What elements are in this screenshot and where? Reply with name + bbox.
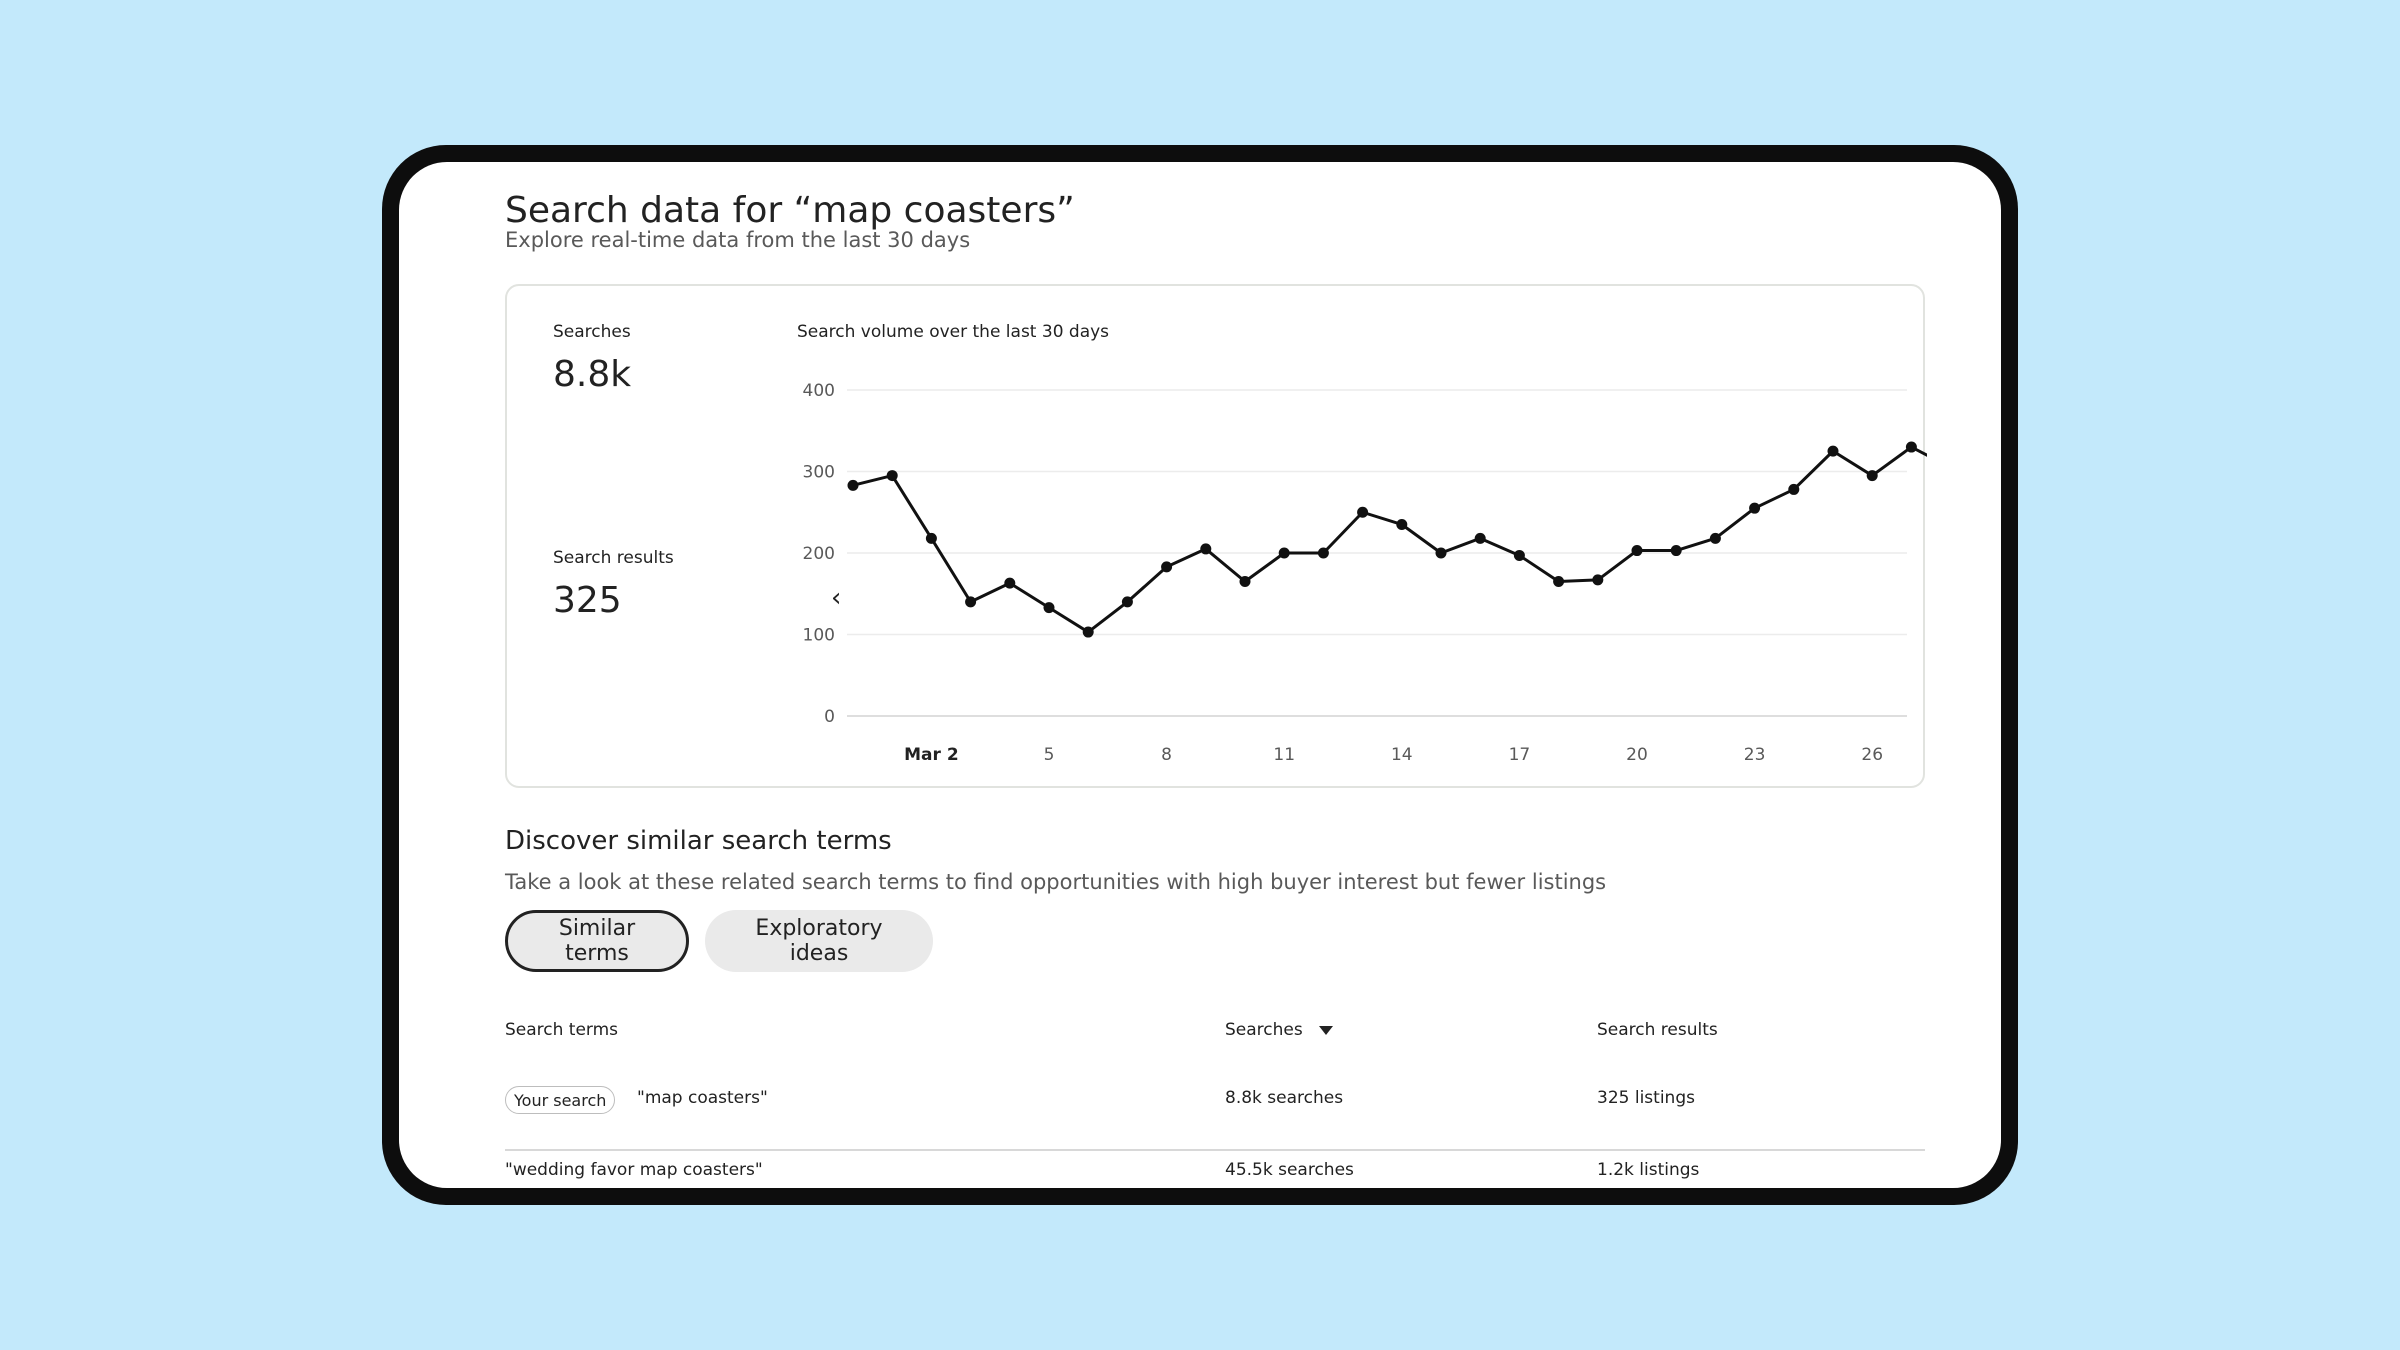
tablet-frame: Search data for “map coasters” Explore r… bbox=[382, 145, 2018, 1205]
page-subtitle: Explore real-time data from the last 30 … bbox=[505, 228, 971, 252]
column-header-search-results: Search results bbox=[1597, 1020, 1718, 1040]
chart-point bbox=[1513, 549, 1525, 561]
page-title: Search data for “map coasters” bbox=[505, 190, 1075, 231]
chart-point bbox=[1670, 545, 1682, 557]
chart-y-tick-label: 100 bbox=[803, 626, 835, 646]
column-header-search-terms: Search terms bbox=[505, 1020, 619, 1040]
chart-point bbox=[1827, 445, 1839, 457]
search-results-stat-value: 325 bbox=[553, 580, 622, 621]
chevron-left-icon[interactable]: ‹ bbox=[831, 583, 841, 613]
column-header-searches-label: Searches bbox=[1225, 1020, 1303, 1040]
chart-point bbox=[1435, 547, 1447, 559]
chart-point bbox=[1239, 576, 1251, 588]
chart-title: Search volume over the last 30 days bbox=[797, 322, 1110, 342]
chart-points bbox=[847, 441, 1917, 638]
chart-point bbox=[1004, 577, 1016, 589]
chart-y-ticks: 0 100 200 300 400 bbox=[803, 381, 835, 727]
chart-x-ticks: Mar 25811141720232629Apr 1 bbox=[904, 745, 1883, 765]
searches-stat-label: Searches bbox=[553, 322, 631, 342]
column-header-searches[interactable]: Searches bbox=[1225, 1020, 1333, 1040]
chart-x-tick-label: 8 bbox=[1161, 745, 1172, 765]
chart-y-tick-label: 400 bbox=[803, 381, 835, 401]
chart-point bbox=[1553, 576, 1565, 588]
chart-x-tick-label: 14 bbox=[1391, 745, 1413, 765]
chart-point bbox=[1121, 596, 1133, 608]
table-row-searches: 8.8k searches bbox=[1225, 1088, 1344, 1108]
chart-point bbox=[1905, 441, 1917, 453]
your-search-badge: Your search bbox=[505, 1086, 616, 1114]
chart-point bbox=[1631, 545, 1643, 557]
table-row-term: "map coasters" bbox=[637, 1088, 768, 1108]
tab-similar-terms[interactable]: Similar terms bbox=[505, 910, 689, 972]
chart-point bbox=[1082, 626, 1094, 638]
chart-point bbox=[1200, 543, 1212, 555]
table-row-searches: 45.5k searches bbox=[1225, 1160, 1354, 1180]
chart-y-tick-label: 200 bbox=[803, 544, 835, 564]
chart-gridlines bbox=[847, 389, 1907, 717]
chart-point bbox=[1043, 602, 1055, 614]
chart-x-tick-label: 23 bbox=[1744, 745, 1766, 765]
chart-x-tick-label: 17 bbox=[1509, 745, 1531, 765]
chart-x-tick-label: 11 bbox=[1273, 745, 1295, 765]
chart-x-tick-label: Mar 2 bbox=[904, 745, 959, 765]
table-row-term[interactable]: "wedding favor map coasters" bbox=[505, 1160, 763, 1180]
chart-series-layer bbox=[852, 445, 1927, 634]
table-row-divider bbox=[505, 1149, 1925, 1151]
chart-point bbox=[1866, 470, 1878, 482]
chart-x-tick-label: 5 bbox=[1044, 745, 1055, 765]
search-results-stat-label: Search results bbox=[553, 548, 674, 568]
chart-point bbox=[1749, 502, 1761, 514]
searches-stat-value: 8.8k bbox=[553, 354, 632, 395]
chart-point bbox=[1709, 532, 1721, 544]
chart-y-tick-label: 0 bbox=[824, 707, 835, 727]
tab-exploratory-ideas[interactable]: Exploratory ideas bbox=[705, 910, 933, 972]
chart-x-tick-label: 26 bbox=[1861, 745, 1883, 765]
chart-point bbox=[925, 532, 937, 544]
chart-point bbox=[1278, 547, 1290, 559]
tablet-screen: Search data for “map coasters” Explore r… bbox=[399, 162, 2001, 1188]
similar-terms-title: Discover similar search terms bbox=[505, 826, 892, 856]
table-row-results: 1.2k listings bbox=[1597, 1160, 1700, 1180]
chart-point bbox=[965, 596, 977, 608]
chart-series-line bbox=[852, 445, 1927, 634]
similar-terms-description: Take a look at these related search term… bbox=[505, 870, 1607, 894]
chart-point bbox=[1357, 506, 1369, 518]
chart-point bbox=[1161, 561, 1173, 573]
chart-point bbox=[1788, 483, 1800, 495]
chart-point bbox=[1592, 574, 1604, 586]
search-data-card: Searches 8.8k Search results 325 Search … bbox=[505, 284, 1927, 788]
chart-point bbox=[886, 470, 898, 482]
chart-point bbox=[1474, 532, 1486, 544]
chart-x-tick-label: 20 bbox=[1626, 745, 1648, 765]
table-row-results: 325 listings bbox=[1597, 1088, 1695, 1108]
chart-point bbox=[1396, 518, 1408, 530]
sort-desc-icon bbox=[1318, 1025, 1333, 1035]
chart-point bbox=[847, 479, 859, 491]
chart-point bbox=[1317, 547, 1329, 559]
chart-y-tick-label: 300 bbox=[803, 463, 835, 483]
